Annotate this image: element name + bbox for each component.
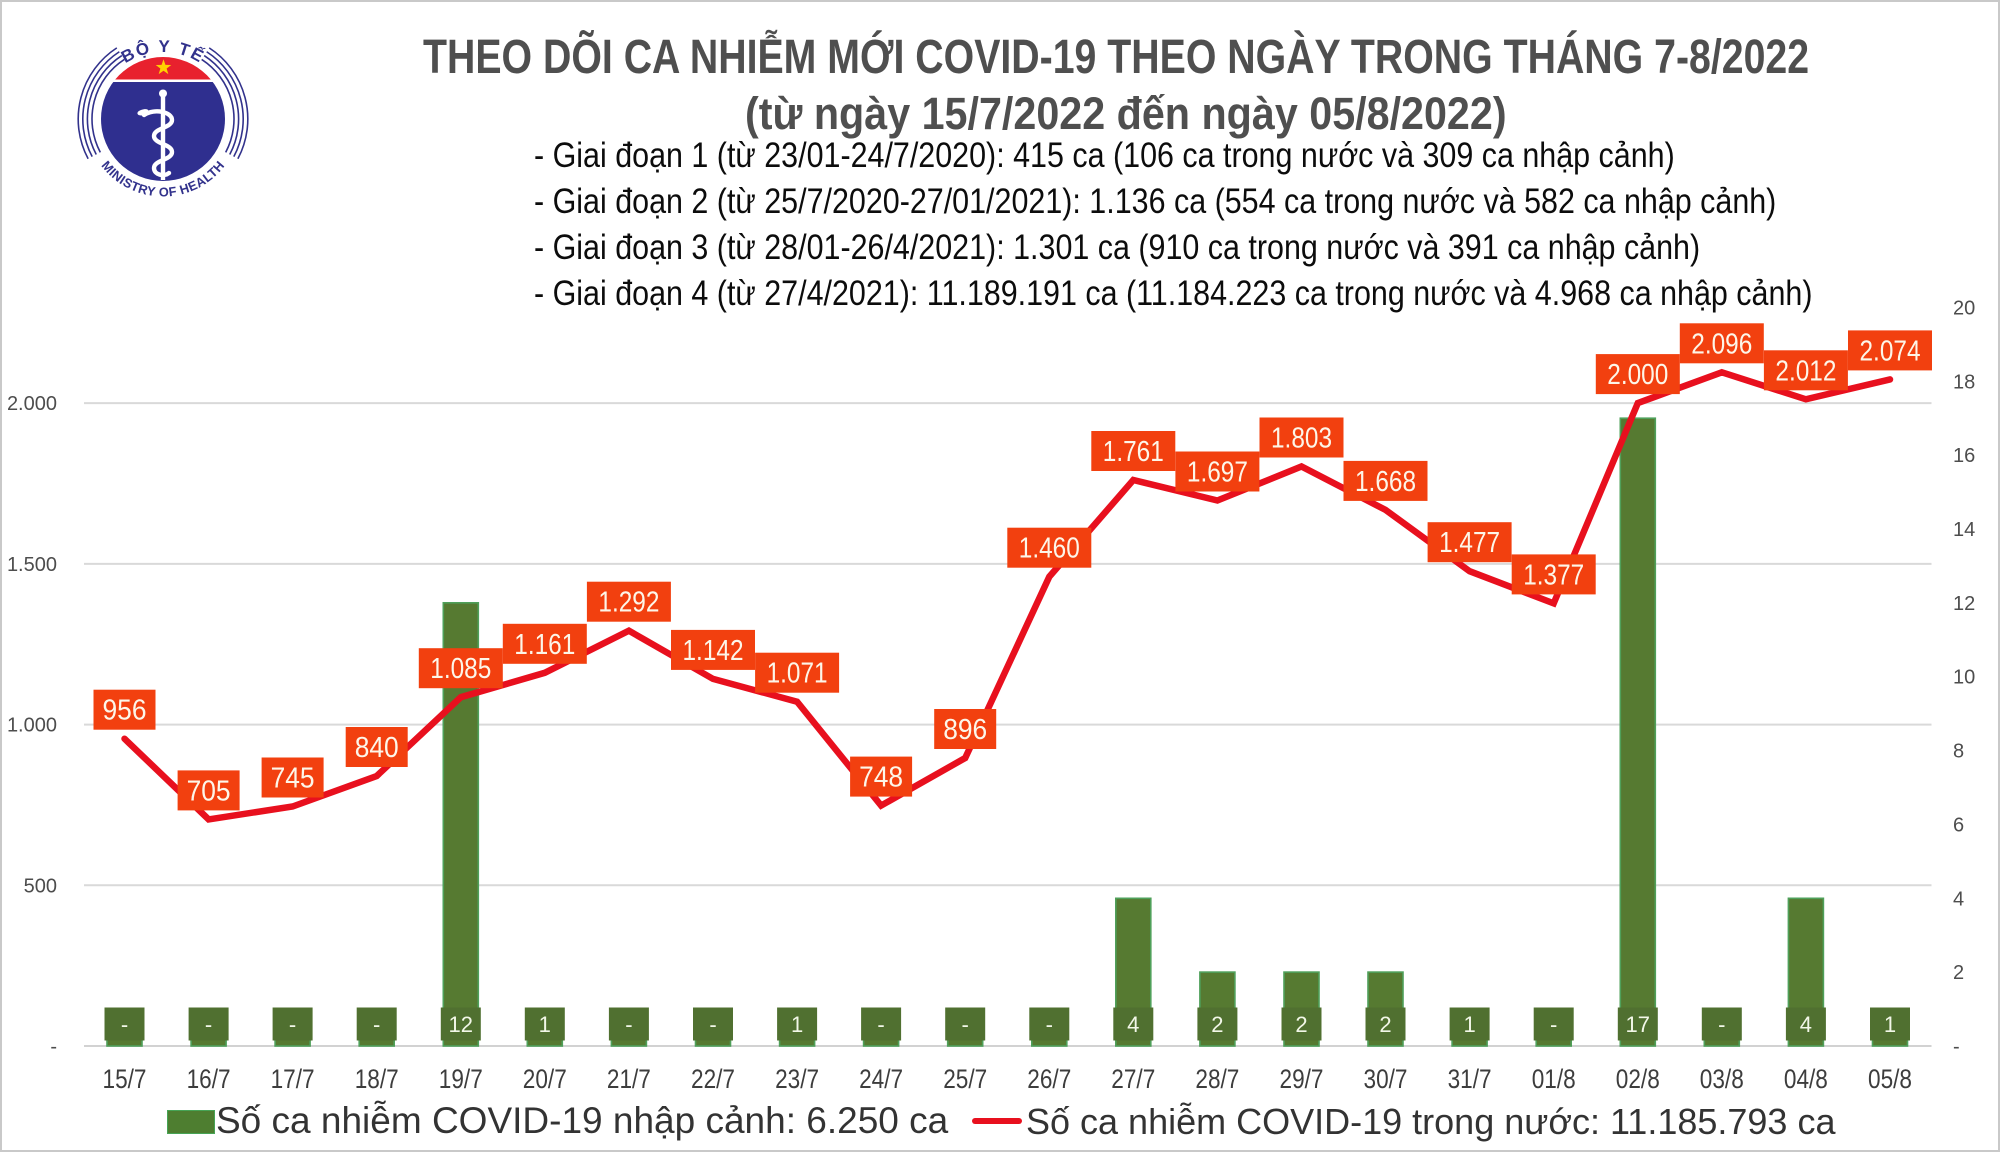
svg-text:25/7: 25/7: [943, 1064, 987, 1094]
svg-text:17: 17: [1626, 1012, 1650, 1037]
svg-text:1.071: 1.071: [767, 658, 828, 690]
svg-text:26/7: 26/7: [1027, 1064, 1071, 1094]
svg-text:20: 20: [1953, 297, 1975, 319]
svg-text:18/7: 18/7: [355, 1064, 399, 1094]
svg-text:1.085: 1.085: [430, 653, 491, 685]
svg-text:-: -: [1550, 1012, 1557, 1037]
svg-text:2.074: 2.074: [1860, 335, 1921, 367]
svg-text:30/7: 30/7: [1364, 1064, 1408, 1094]
svg-text:28/7: 28/7: [1195, 1064, 1239, 1094]
svg-text:-: -: [121, 1012, 128, 1037]
svg-text:1.803: 1.803: [1271, 423, 1332, 455]
svg-text:2.096: 2.096: [1691, 328, 1752, 360]
svg-text:1: 1: [791, 1012, 803, 1037]
svg-text:01/8: 01/8: [1532, 1064, 1576, 1094]
svg-text:10: 10: [1953, 667, 1975, 689]
svg-text:1.697: 1.697: [1187, 457, 1248, 489]
svg-text:03/8: 03/8: [1700, 1064, 1744, 1094]
svg-text:21/7: 21/7: [607, 1064, 651, 1094]
svg-text:2: 2: [1379, 1012, 1391, 1037]
svg-text:16/7: 16/7: [187, 1064, 231, 1094]
svg-text:-: -: [709, 1012, 716, 1037]
svg-text:18: 18: [1953, 371, 1975, 393]
svg-text:12: 12: [449, 1012, 473, 1037]
svg-text:4: 4: [1953, 888, 1964, 910]
svg-text:2: 2: [1211, 1012, 1223, 1037]
svg-text:8: 8: [1953, 741, 1964, 763]
svg-text:23/7: 23/7: [775, 1064, 819, 1094]
svg-text:745: 745: [271, 763, 315, 795]
svg-text:20/7: 20/7: [523, 1064, 567, 1094]
svg-text:04/8: 04/8: [1784, 1064, 1828, 1094]
svg-text:2.000: 2.000: [1607, 359, 1668, 391]
svg-text:-: -: [625, 1012, 632, 1037]
svg-text:-: -: [1953, 1036, 1960, 1058]
svg-text:15/7: 15/7: [103, 1064, 147, 1094]
svg-text:4: 4: [1127, 1012, 1139, 1037]
svg-text:1.668: 1.668: [1355, 466, 1416, 498]
svg-text:-: -: [205, 1012, 212, 1037]
svg-text:748: 748: [859, 762, 903, 794]
svg-text:-: -: [373, 1012, 380, 1037]
svg-text:1.000: 1.000: [7, 715, 57, 737]
svg-text:-: -: [877, 1012, 884, 1037]
svg-text:-: -: [289, 1012, 296, 1037]
svg-text:24/7: 24/7: [859, 1064, 903, 1094]
svg-text:1: 1: [1884, 1012, 1896, 1037]
svg-text:1.161: 1.161: [514, 629, 575, 661]
svg-text:1.460: 1.460: [1019, 533, 1080, 565]
svg-text:22/7: 22/7: [691, 1064, 735, 1094]
svg-text:896: 896: [943, 714, 987, 746]
svg-text:05/8: 05/8: [1868, 1064, 1912, 1094]
svg-text:-: -: [50, 1036, 57, 1058]
svg-text:-: -: [1718, 1012, 1725, 1037]
svg-text:1.292: 1.292: [598, 587, 659, 619]
svg-text:17/7: 17/7: [271, 1064, 315, 1094]
svg-text:1.761: 1.761: [1103, 436, 1164, 468]
svg-text:02/8: 02/8: [1616, 1064, 1660, 1094]
svg-text:6: 6: [1953, 814, 1964, 836]
svg-text:29/7: 29/7: [1280, 1064, 1324, 1094]
svg-text:2: 2: [1953, 962, 1964, 984]
svg-text:4: 4: [1800, 1012, 1812, 1037]
svg-text:-: -: [962, 1012, 969, 1037]
svg-text:705: 705: [187, 775, 231, 807]
svg-text:31/7: 31/7: [1448, 1064, 1492, 1094]
svg-text:2.012: 2.012: [1775, 355, 1836, 387]
svg-text:12: 12: [1953, 593, 1975, 615]
svg-text:1.377: 1.377: [1523, 559, 1584, 591]
svg-text:2.000: 2.000: [7, 393, 57, 415]
svg-text:1: 1: [1463, 1012, 1475, 1037]
svg-text:500: 500: [24, 875, 57, 897]
svg-text:1.142: 1.142: [683, 635, 744, 667]
svg-text:1: 1: [539, 1012, 551, 1037]
svg-text:2: 2: [1295, 1012, 1307, 1037]
svg-text:14: 14: [1953, 519, 1975, 541]
svg-text:-: -: [1046, 1012, 1053, 1037]
svg-text:956: 956: [103, 695, 147, 727]
svg-text:840: 840: [355, 732, 399, 764]
svg-text:1.500: 1.500: [7, 554, 57, 576]
svg-text:27/7: 27/7: [1111, 1064, 1155, 1094]
svg-text:1.477: 1.477: [1439, 527, 1500, 559]
svg-text:16: 16: [1953, 445, 1975, 467]
svg-text:19/7: 19/7: [439, 1064, 483, 1094]
